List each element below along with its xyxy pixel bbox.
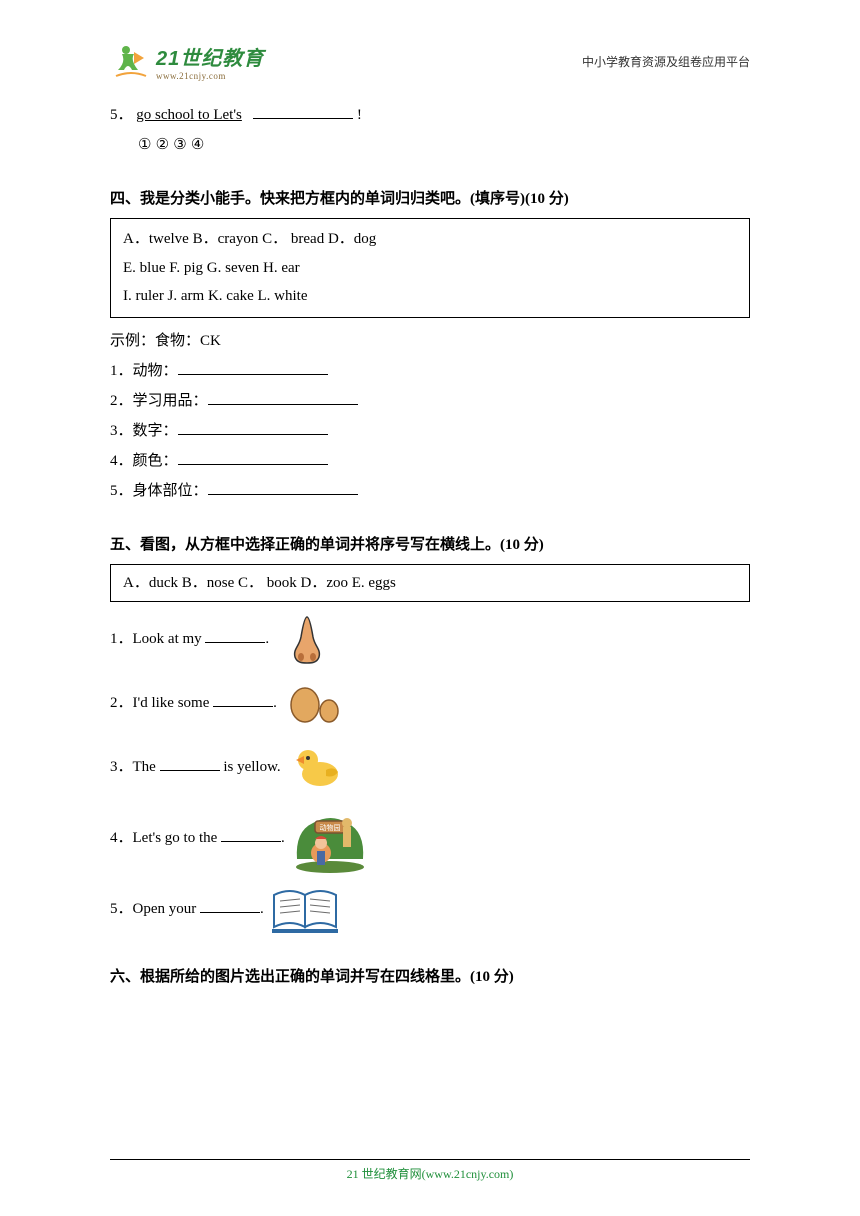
logo-main-text: 21世纪教育 (156, 42, 264, 71)
section-4-wordbox: A．twelve B．crayon C． bread D．dog E. blue… (110, 218, 750, 318)
s5-blank-2[interactable] (213, 692, 273, 707)
s4-blank-3[interactable] (178, 420, 328, 435)
duck-icon (287, 738, 351, 796)
s5-post-1: . (265, 631, 269, 647)
section-6: 六、根据所给的图片选出正确的单词并写在四线格里。(10 分) (110, 962, 750, 992)
s5-item-1: 1．Look at my . (110, 610, 750, 668)
s5-pre-4: 4．Let's go to the (110, 830, 221, 846)
nose-icon (275, 610, 339, 668)
s5-item-4: 4．Let's go to the . 动物园 (110, 802, 750, 874)
footer-divider (110, 1159, 750, 1160)
zoo-icon: 动物园 (291, 803, 369, 873)
wordbox-row2: E. blue F. pig G. seven H. ear (123, 254, 737, 283)
footer: 21 世纪教育网(www.21cnjy.com) (0, 1165, 860, 1182)
s5-item-3: 3．The is yellow. (110, 738, 750, 796)
s4-label-3: 3．数字： (110, 423, 178, 439)
section-4-example: 示例：食物：CK (110, 326, 750, 356)
s4-label-4: 4．颜色： (110, 453, 178, 469)
q3-circles: ① ② ③ ④ (138, 130, 750, 160)
wordbox-row3: I. ruler J. arm K. cake L. white (123, 282, 737, 311)
s5-pre-2: 2．I'd like some (110, 695, 213, 711)
q3-num: 5． (110, 107, 133, 123)
s5-blank-1[interactable] (205, 628, 265, 643)
s5-mid-3: is yellow. (220, 759, 281, 775)
s5-item-5: 5．Open your . (110, 880, 750, 938)
wordbox-row1: A．twelve B．crayon C． bread D．dog (123, 225, 737, 254)
s5-pre-5: 5．Open your (110, 901, 200, 917)
s5-post-2: . (273, 695, 277, 711)
footer-url: (www.21cnjy.com) (422, 1167, 514, 1181)
s4-label-1: 1．动物： (110, 363, 178, 379)
section-4-title: 四、我是分类小能手。快来把方框内的单词归归类吧。(填序号)(10 分) (110, 184, 750, 214)
s4-item-4: 4．颜色： (110, 446, 750, 476)
s5-blank-4[interactable] (221, 827, 281, 842)
section-5-title: 五、看图，从方框中选择正确的单词并将序号写在横线上。(10 分) (110, 530, 750, 560)
question-3-item-5: 5． go school to Let's ! ① ② ③ ④ (110, 100, 750, 160)
q3-tail: ! (357, 107, 362, 123)
s5-pre-1: 1．Look at my (110, 631, 205, 647)
s4-blank-2[interactable] (208, 390, 358, 405)
section-5: 五、看图，从方框中选择正确的单词并将序号写在横线上。(10 分) A．duck … (110, 530, 750, 939)
s4-item-5: 5．身体部位： (110, 476, 750, 506)
s4-label-5: 5．身体部位： (110, 483, 208, 499)
eggs-icon (283, 674, 347, 732)
s4-blank-1[interactable] (178, 360, 328, 375)
s5-blank-5[interactable] (200, 898, 260, 913)
logo: 21世纪教育 www.21cnjy.com (110, 40, 264, 82)
q3-blank[interactable] (253, 104, 353, 119)
s4-item-1: 1．动物： (110, 356, 750, 386)
book-icon (270, 880, 340, 938)
footer-brand: 21 世纪教育网 (347, 1167, 422, 1181)
s5-item-2: 2．I'd like some . (110, 674, 750, 732)
s4-item-3: 3．数字： (110, 416, 750, 446)
s4-item-2: 2．学习用品： (110, 386, 750, 416)
header-right-text: 中小学教育资源及组卷应用平台 (582, 53, 750, 70)
q3-words: go school to Let's (136, 107, 242, 123)
section-5-box: A．duck B．nose C． book D．zoo E. eggs (123, 569, 737, 598)
logo-sub-text: www.21cnjy.com (156, 71, 264, 81)
page-header: 21世纪教育 www.21cnjy.com 中小学教育资源及组卷应用平台 (110, 40, 750, 82)
svg-text:动物园: 动物园 (319, 823, 340, 832)
s5-post-5: . (260, 901, 264, 917)
s4-blank-4[interactable] (178, 450, 328, 465)
section-6-title: 六、根据所给的图片选出正确的单词并写在四线格里。(10 分) (110, 962, 750, 992)
section-5-wordbox: A．duck B．nose C． book D．zoo E. eggs (110, 564, 750, 603)
s5-blank-3[interactable] (160, 756, 220, 771)
s4-label-2: 2．学习用品： (110, 393, 208, 409)
s5-post-4: . (281, 830, 285, 846)
section-4: 四、我是分类小能手。快来把方框内的单词归归类吧。(填序号)(10 分) A．tw… (110, 184, 750, 506)
s4-blank-5[interactable] (208, 480, 358, 495)
logo-icon (110, 40, 152, 82)
s5-pre-3: 3．The (110, 759, 160, 775)
